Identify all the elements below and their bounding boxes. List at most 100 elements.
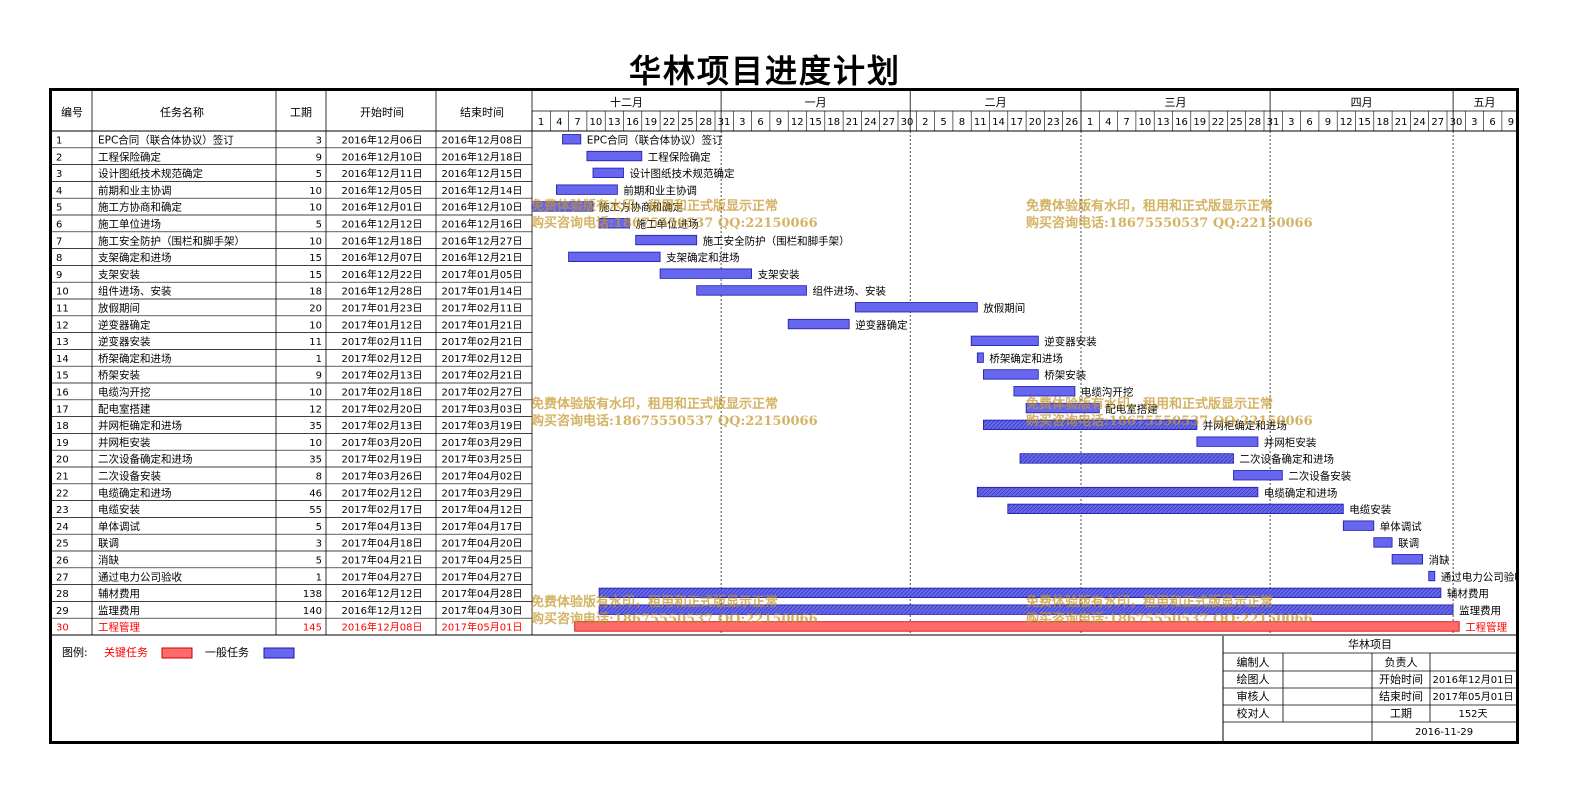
task-start: 2017年02月13日 xyxy=(342,419,423,432)
task-end: 2017年03月29日 xyxy=(442,436,523,449)
task-bar xyxy=(1391,554,1423,565)
task-start: 2017年02月19日 xyxy=(342,453,423,466)
day-tick-label: 23 xyxy=(1047,117,1060,128)
task-start: 2016年12月18日 xyxy=(342,234,423,247)
task-duration: 46 xyxy=(309,488,322,499)
task-end: 2017年01月14日 xyxy=(442,285,523,298)
task-bar-label: 组件进场、安装 xyxy=(813,285,887,298)
task-name: 逆变器安装 xyxy=(98,335,151,348)
day-tick-label: 19 xyxy=(1193,117,1206,128)
task-id: 3 xyxy=(56,169,62,180)
task-bar xyxy=(598,218,630,229)
task-end: 2017年04月02日 xyxy=(442,470,523,483)
day-tick-label: 13 xyxy=(1157,117,1170,128)
task-duration: 5 xyxy=(316,556,322,567)
table-row: 3 设计图纸技术规范确定 5 2016年12月11日 2016年12月15日 xyxy=(56,167,522,180)
task-id: 20 xyxy=(56,455,69,466)
task-end: 2017年04月28日 xyxy=(442,587,523,600)
day-tick-header: 1 4 7 10 13 16 19 22 25 28 31 3 6 9 12 15 18 21 24 27 30 2 5 8 1… xyxy=(531,111,1536,131)
info-label: 工期 xyxy=(1390,707,1412,720)
month-label: 五月 xyxy=(1474,96,1496,109)
day-tick-label: 28 xyxy=(1248,117,1261,128)
info-project-name: 华林项目 xyxy=(1348,637,1392,651)
table-row: 27 通过电力公司验收 1 2017年04月27日 2017年04月27日 xyxy=(56,570,522,583)
task-end: 2017年03月03日 xyxy=(442,402,523,415)
task-bar-label: 逆变器确定 xyxy=(855,318,908,331)
task-end: 2017年02月12日 xyxy=(442,352,523,365)
task-start: 2017年03月26日 xyxy=(342,470,423,483)
task-end: 2017年03月19日 xyxy=(442,419,523,432)
task-start: 2016年12月10日 xyxy=(342,150,423,163)
task-duration: 10 xyxy=(309,236,322,247)
task-name: 工程保险确定 xyxy=(98,150,161,163)
task-start: 2017年01月12日 xyxy=(342,318,423,331)
table-row: 15 桥架安装 9 2017年02月13日 2017年02月21日 xyxy=(56,369,522,382)
day-tick-label: 9 xyxy=(1325,117,1331,128)
table-row: 26 消缺 5 2017年04月21日 2017年04月25日 xyxy=(56,554,522,567)
task-duration: 5 xyxy=(316,169,322,180)
task-end: 2017年04月30日 xyxy=(442,604,523,617)
task-duration: 10 xyxy=(309,438,322,449)
task-start: 2016年12月08日 xyxy=(342,621,423,634)
task-duration: 8 xyxy=(316,472,322,483)
task-bar xyxy=(592,167,624,178)
task-bar-label: 桥架安装 xyxy=(1044,369,1086,382)
legend-normal-label: 一般任务 xyxy=(205,646,249,659)
task-duration: 10 xyxy=(309,388,322,399)
table-row: 23 电缆安装 55 2017年02月17日 2017年04月12日 xyxy=(56,503,522,516)
task-bar xyxy=(976,486,1259,498)
task-bar-label: 单体调试 xyxy=(1380,521,1422,533)
task-id: 17 xyxy=(56,404,69,415)
day-tick-label: 24 xyxy=(1413,117,1426,128)
task-start: 2017年02月11日 xyxy=(342,335,423,348)
task-bar xyxy=(555,184,618,195)
task-id: 15 xyxy=(56,371,69,382)
table-row: 4 前期和业主协调 10 2016年12月05日 2016年12月14日 xyxy=(56,184,522,197)
task-rows: 1 EPC合同（联合体协议）签订 3 2016年12月06日 2016年12月08日 2 工… xyxy=(56,134,522,634)
day-tick-label: 12 xyxy=(791,117,804,128)
info-value: 2017年05月01日 xyxy=(1433,690,1514,703)
task-id: 18 xyxy=(56,421,69,432)
table-row: 14 桥架确定和进场 1 2017年02月12日 2017年02月12日 xyxy=(56,352,522,365)
day-tick-label: 9 xyxy=(1508,117,1514,128)
task-bar-label: EPC合同（联合体协议）签订 xyxy=(587,134,723,147)
day-tick-label: 25 xyxy=(1230,117,1243,128)
day-tick-label: 27 xyxy=(882,117,895,128)
month-header: 十二月 一月 二月 三月 四月 五月 xyxy=(610,91,1496,635)
info-value: 152天 xyxy=(1458,709,1487,720)
task-name: 桥架确定和进场 xyxy=(98,352,172,365)
col-header-duration: 工期 xyxy=(290,106,312,119)
task-bar-label: 施工单位进场 xyxy=(636,218,699,231)
task-bar xyxy=(1196,436,1259,447)
gantt-grid xyxy=(52,91,1516,636)
day-tick-label: 6 xyxy=(1489,117,1495,128)
legend-critical-swatch xyxy=(161,647,193,659)
task-duration: 5 xyxy=(316,522,322,533)
task-start: 2017年04月27日 xyxy=(342,570,423,583)
task-bar xyxy=(586,150,643,162)
day-tick-label: 20 xyxy=(1029,117,1042,128)
task-id: 21 xyxy=(56,472,69,483)
table-row: 16 电缆沟开挖 10 2017年02月18日 2017年02月27日 xyxy=(56,386,522,399)
task-start: 2016年12月01日 xyxy=(342,201,423,214)
task-start: 2016年12月06日 xyxy=(342,134,423,147)
table-row: 6 施工单位进场 5 2016年12月12日 2016年12月16日 xyxy=(56,218,522,231)
task-bar xyxy=(976,352,984,363)
task-duration: 15 xyxy=(309,270,322,281)
day-tick-label: 14 xyxy=(992,117,1005,128)
task-duration: 138 xyxy=(303,589,322,600)
info-label: 绘图人 xyxy=(1237,672,1270,686)
task-id: 9 xyxy=(56,270,62,281)
task-end: 2017年04月25日 xyxy=(442,554,523,567)
task-bar-label: 并网柜确定和进场 xyxy=(1203,419,1287,432)
day-tick-label: 19 xyxy=(644,117,657,128)
task-id: 11 xyxy=(56,304,69,315)
month-label: 一月 xyxy=(805,96,827,109)
info-value: 2016年12月01日 xyxy=(1433,673,1514,686)
table-row: 30 工程管理 145 2016年12月08日 2017年05月01日 xyxy=(56,621,522,634)
task-start: 2017年04月13日 xyxy=(342,520,423,533)
task-bar-label: 辅材费用 xyxy=(1447,587,1489,600)
task-duration: 12 xyxy=(309,404,322,415)
day-tick-label: 7 xyxy=(574,117,580,128)
day-tick-label: 26 xyxy=(1065,117,1078,128)
